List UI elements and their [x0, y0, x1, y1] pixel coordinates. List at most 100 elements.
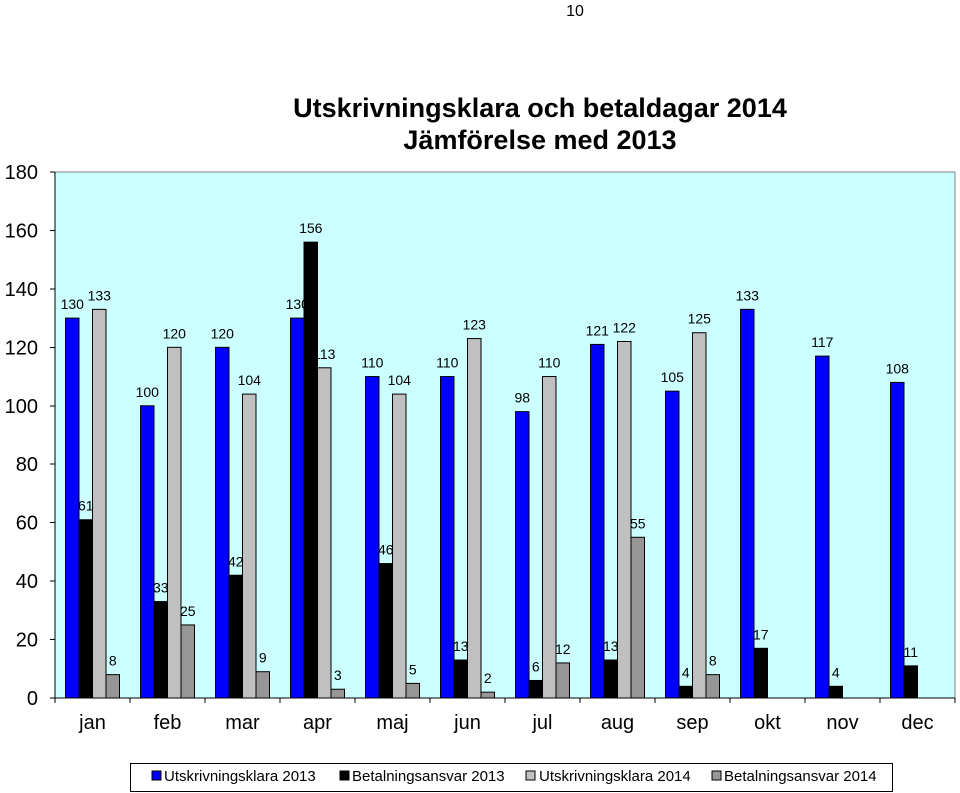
- y-tick-label: 160: [5, 220, 38, 242]
- bar-utskrivningsklara-2014-feb: [167, 346, 182, 699]
- plot-background: [54, 171, 956, 699]
- data-label-betalningsansvar-2014-sep: 8: [709, 653, 717, 669]
- data-label-betalningsansvar-2013-jun: 13: [453, 638, 469, 654]
- y-tick-label: 180: [5, 162, 38, 184]
- data-label-betalningsansvar-2014-feb: 25: [180, 603, 196, 619]
- data-label-betalningsansvar-2013-okt: 17: [753, 626, 769, 642]
- bar-utskrivningsklara-2014-maj: [392, 393, 407, 699]
- bar-betalningsansvar-2013-apr: [303, 241, 318, 699]
- data-label-betalningsansvar-2013-dec: 11: [903, 644, 918, 660]
- legend-swatch: [151, 770, 162, 781]
- bar-utskrivningsklara-2013-nov: [815, 355, 830, 699]
- y-axis-ticks: 0 20 40 60 80 100 120 140 160 180: [5, 162, 55, 710]
- data-label-betalningsansvar-2013-jan: 61: [78, 498, 94, 514]
- data-label-betalningsansvar-2013-sep: 4: [682, 664, 690, 680]
- legend: Utskrivningsklara 2013 Betalningsansvar …: [130, 763, 893, 792]
- data-label-utskrivningsklara-2013-nov: 117: [811, 334, 834, 350]
- data-label-betalningsansvar-2013-aug: 13: [603, 638, 619, 654]
- data-label-betalningsansvar-2013-mar: 42: [228, 553, 244, 569]
- data-label-betalningsansvar-2014-jul: 12: [555, 641, 571, 657]
- bar-betalningsansvar-2014-jan: [105, 674, 120, 699]
- y-tick-label: 140: [5, 279, 38, 301]
- bar-betalningsansvar-2014-jul: [555, 662, 570, 699]
- data-label-utskrivningsklara-2014-sep: 125: [688, 311, 712, 327]
- x-category-label-nov: nov: [826, 712, 858, 734]
- legend-item-betalningsansvar-2014: Betalningsansvar 2014: [711, 768, 877, 785]
- bar-betalningsansvar-2013-maj: [378, 563, 393, 699]
- bar-utskrivningsklara-2013-feb: [140, 405, 155, 699]
- bar-utskrivningsklara-2014-mar: [242, 393, 257, 699]
- bar-betalningsansvar-2014-mar: [255, 671, 270, 699]
- data-label-betalningsansvar-2014-aug: 55: [630, 515, 646, 531]
- bar-betalningsansvar-2014-apr: [330, 688, 345, 699]
- data-label-utskrivningsklara-2014-maj: 104: [388, 372, 412, 388]
- bar-utskrivningsklara-2013-maj: [365, 376, 380, 699]
- x-axis-ticks: jan feb mar apr maj jun jul aug sep okt nov dec: [54, 698, 956, 734]
- bar-betalningsansvar-2013-aug: [603, 659, 618, 699]
- data-label-utskrivningsklara-2014-jul: 110: [538, 355, 561, 371]
- x-category-label-feb: feb: [154, 712, 182, 734]
- bar-utskrivningsklara-2014-apr: [317, 367, 332, 699]
- bar-betalningsansvar-2013-jul: [528, 679, 543, 699]
- data-label-betalningsansvar-2014-jan: 8: [109, 653, 117, 669]
- y-tick-label: 80: [16, 454, 38, 476]
- data-label-betalningsansvar-2013-nov: 4: [832, 664, 840, 680]
- bar-utskrivningsklara-2013-sep: [665, 390, 680, 699]
- data-label-utskrivningsklara-2013-jun: 110: [436, 355, 459, 371]
- legend-box: [130, 763, 893, 792]
- data-label-utskrivningsklara-2013-jul: 98: [514, 390, 530, 406]
- legend-label: Utskrivningsklara 2014: [539, 768, 691, 785]
- y-tick-label: 20: [16, 630, 38, 652]
- plot-area: [54, 171, 956, 699]
- bar-utskrivningsklara-2014-jun: [467, 338, 482, 699]
- x-category-label-maj: maj: [376, 712, 408, 734]
- legend-label: Betalningsansvar 2013: [352, 768, 505, 785]
- data-label-utskrivningsklara-2013-mar: 120: [211, 325, 235, 341]
- x-category-label-jun: jun: [453, 712, 481, 734]
- legend-swatch: [339, 770, 350, 781]
- bar-utskrivningsklara-2013-jul: [515, 411, 530, 699]
- bar-betalningsansvar-2013-sep: [678, 685, 693, 699]
- data-label-utskrivningsklara-2014-apr: 113: [313, 346, 336, 362]
- data-label-betalningsansvar-2013-apr: 156: [299, 220, 323, 236]
- legend-item-utskrivningsklara-2014: Utskrivningsklara 2014: [525, 768, 691, 785]
- x-category-label-aug: aug: [601, 712, 634, 734]
- bar-betalningsansvar-2013-jun: [453, 659, 468, 699]
- bar-utskrivningsklara-2013-apr: [290, 317, 305, 699]
- bar-utskrivningsklara-2014-aug: [617, 340, 632, 699]
- chart-subtitle: Jämförelse med 2013: [403, 125, 676, 155]
- legend-item-betalningsansvar-2013: Betalningsansvar 2013: [339, 768, 505, 785]
- data-label-utskrivningsklara-2013-okt: 133: [736, 287, 760, 303]
- data-label-utskrivningsklara-2014-jan: 133: [88, 287, 112, 303]
- data-label-utskrivningsklara-2013-maj: 110: [361, 355, 384, 371]
- data-label-utskrivningsklara-2013-sep: 105: [661, 369, 685, 385]
- data-label-betalningsansvar-2013-feb: 33: [153, 580, 169, 596]
- bar-betalningsansvar-2014-jun: [480, 691, 495, 699]
- data-label-betalningsansvar-2014-mar: 9: [259, 650, 267, 666]
- y-tick-label: 40: [16, 571, 38, 593]
- data-label-betalningsansvar-2014-apr: 3: [334, 667, 342, 683]
- legend-item-utskrivningsklara-2013: Utskrivningsklara 2013: [151, 768, 316, 785]
- data-label-utskrivningsklara-2013-feb: 100: [136, 384, 160, 400]
- y-tick-label: 60: [16, 513, 38, 535]
- x-category-label-okt: okt: [754, 712, 781, 734]
- bar-utskrivningsklara-2014-jan: [92, 308, 107, 699]
- data-label-betalningsansvar-2013-maj: 46: [378, 542, 394, 558]
- bar-betalningsansvar-2014-maj: [405, 682, 420, 699]
- legend-label: Betalningsansvar 2014: [724, 768, 877, 785]
- bar-betalningsansvar-2013-jan: [78, 519, 93, 699]
- x-category-label-apr: apr: [303, 712, 332, 734]
- data-label-utskrivningsklara-2014-aug: 122: [613, 319, 637, 335]
- bar-betalningsansvar-2014-sep: [705, 674, 720, 699]
- bar-betalningsansvar-2014-aug: [630, 536, 645, 699]
- chart-title: Utskrivningsklara och betaldagar 2014: [293, 93, 787, 123]
- x-category-label-jan: jan: [78, 712, 106, 734]
- bar-utskrivningsklara-2013-dec: [890, 381, 905, 699]
- data-label-utskrivningsklara-2014-mar: 104: [238, 372, 262, 388]
- x-category-label-jul: jul: [531, 712, 552, 734]
- bar-utskrivningsklara-2013-aug: [590, 343, 605, 699]
- data-label-betalningsansvar-2014-maj: 5: [409, 661, 417, 677]
- bar-utskrivningsklara-2014-sep: [692, 332, 707, 699]
- y-tick-label: 0: [27, 688, 38, 710]
- bar-utskrivningsklara-2014-jul: [542, 376, 557, 699]
